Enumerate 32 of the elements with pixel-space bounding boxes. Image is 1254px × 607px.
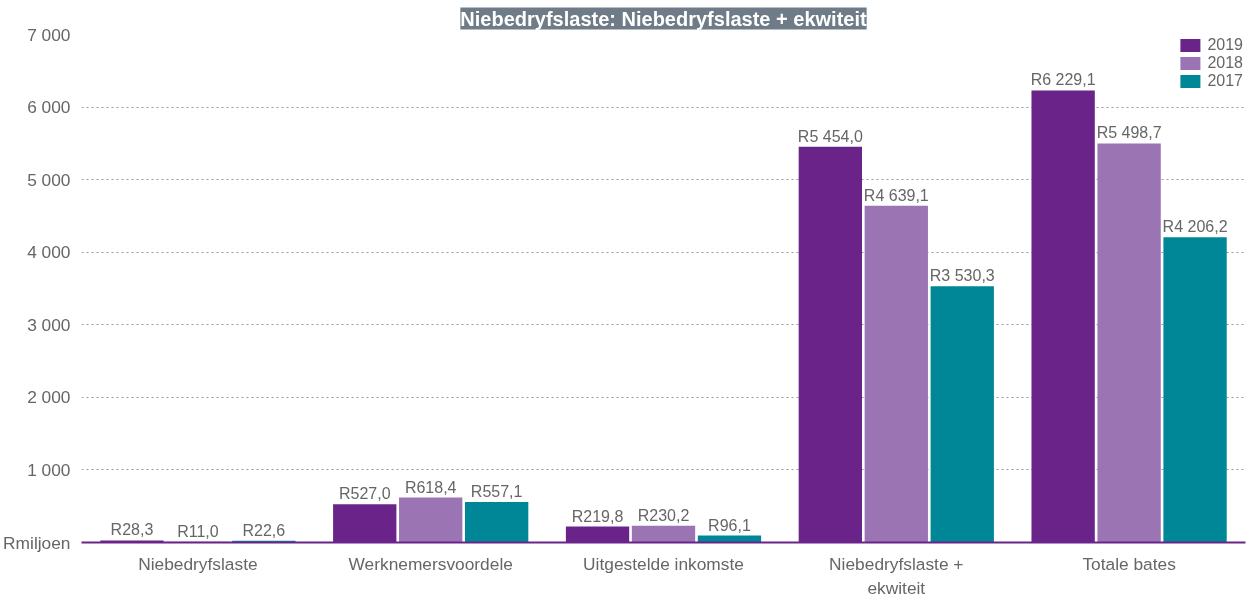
data-label: R527,0 [338, 485, 391, 503]
data-label: R618,4 [404, 478, 457, 496]
data-label: R5 498,7 [1096, 124, 1162, 142]
data-label: R557,1 [470, 483, 523, 501]
y-tick-label: 6 000 [27, 97, 71, 118]
y-tick-label: 7 000 [27, 24, 71, 45]
data-label: R3 530,3 [929, 267, 995, 285]
x-tick-label: Niebedryfslaste + ekwiteit [829, 553, 964, 598]
data-label: R230,2 [637, 506, 690, 524]
data-label: R4 206,2 [1162, 218, 1228, 236]
legend-label: 2017 [1207, 72, 1243, 90]
x-tick-label: Totale bates [1082, 553, 1177, 574]
y-tick-label: 4 000 [27, 242, 71, 263]
chart-title: Niebedryfslaste: Niebedryfslaste + ekwiteit [460, 7, 867, 30]
x-tick-label: Uitgestelde inkomste [583, 553, 744, 574]
data-label: R219,8 [571, 507, 624, 525]
y-tick-label: Rmiljoen [3, 532, 71, 553]
x-tick-label: Niebedryfslaste [138, 553, 258, 574]
y-tick-label: 1 000 [27, 459, 71, 480]
y-tick-label: 5 000 [27, 169, 71, 190]
data-label: R22,6 [242, 521, 286, 539]
legend-label: 2018 [1207, 54, 1243, 72]
data-label: R96,1 [708, 516, 751, 534]
legend-label: 2019 [1207, 36, 1243, 54]
data-label: R6 229,1 [1030, 71, 1096, 89]
data-label: R11,0 [177, 522, 219, 540]
data-label: R4 639,1 [863, 186, 929, 204]
y-tick-label: 2 000 [27, 387, 71, 408]
data-label: R28,3 [110, 521, 154, 539]
x-tick-label: Werknemersvoordele [348, 553, 513, 574]
data-label: R5 454,0 [797, 127, 863, 145]
y-tick-label: 3 000 [27, 314, 71, 335]
